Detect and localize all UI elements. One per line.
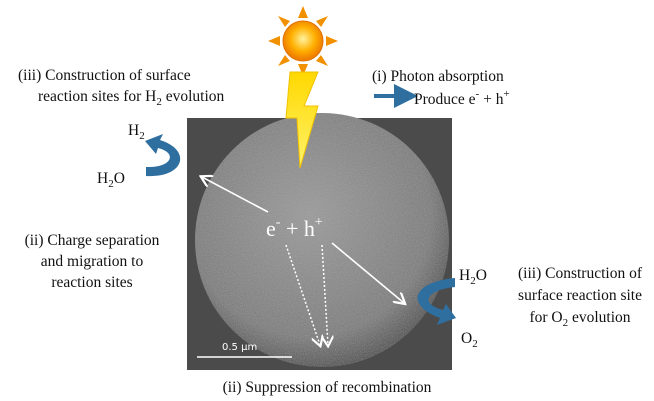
superscript: + — [503, 88, 509, 100]
text: reaction sites for H — [38, 88, 156, 105]
h2-cycle-arrow — [145, 134, 180, 176]
h2o-left: H2O — [97, 170, 125, 190]
text: evolution — [568, 309, 631, 326]
carriers: e- + h+ — [266, 215, 323, 241]
subscript: 2 — [139, 130, 145, 142]
text: H — [459, 267, 470, 284]
particle-texture — [195, 113, 449, 367]
superscript: + — [315, 215, 323, 230]
h2-product: H2 — [128, 122, 145, 142]
h2-site-desc: reaction sites for H2 evolution — [38, 88, 225, 108]
o2-site-line: (iii) Construction of — [518, 265, 643, 282]
o2-site-line: surface reaction site — [518, 287, 642, 304]
charge-line: and migration to — [41, 253, 144, 270]
text: O — [476, 267, 487, 284]
charge-line: reaction sites — [51, 274, 132, 291]
text: evolution — [162, 88, 225, 105]
charge-line: (ii) Charge separation — [25, 232, 160, 249]
text: O — [114, 170, 125, 187]
scale-label: 0.5 μm — [222, 342, 257, 353]
photon-title: (i) Photon absorption — [372, 68, 504, 85]
subscript: 2 — [472, 338, 478, 350]
text: H — [128, 122, 139, 139]
recombination-caption: (ii) Suppression of recombination — [223, 379, 432, 396]
sun — [268, 6, 338, 76]
text: for O — [529, 309, 562, 326]
text: Produce e — [414, 91, 476, 108]
o2-product: O2 — [461, 330, 478, 350]
photon-desc: Produce e- + h+ — [414, 88, 510, 108]
text: e — [266, 216, 276, 241]
diagram: 0.5 μm (iii) Construction of surface rea… — [0, 0, 654, 401]
o2-site-line: for O2 evolution — [529, 309, 630, 329]
text: O — [461, 330, 472, 347]
text: + h — [479, 91, 503, 108]
h2-site-title: (iii) Construction of surface — [18, 67, 191, 84]
text: + h — [280, 216, 314, 241]
h2o-right: H2O — [459, 267, 487, 287]
text: H — [97, 170, 108, 187]
